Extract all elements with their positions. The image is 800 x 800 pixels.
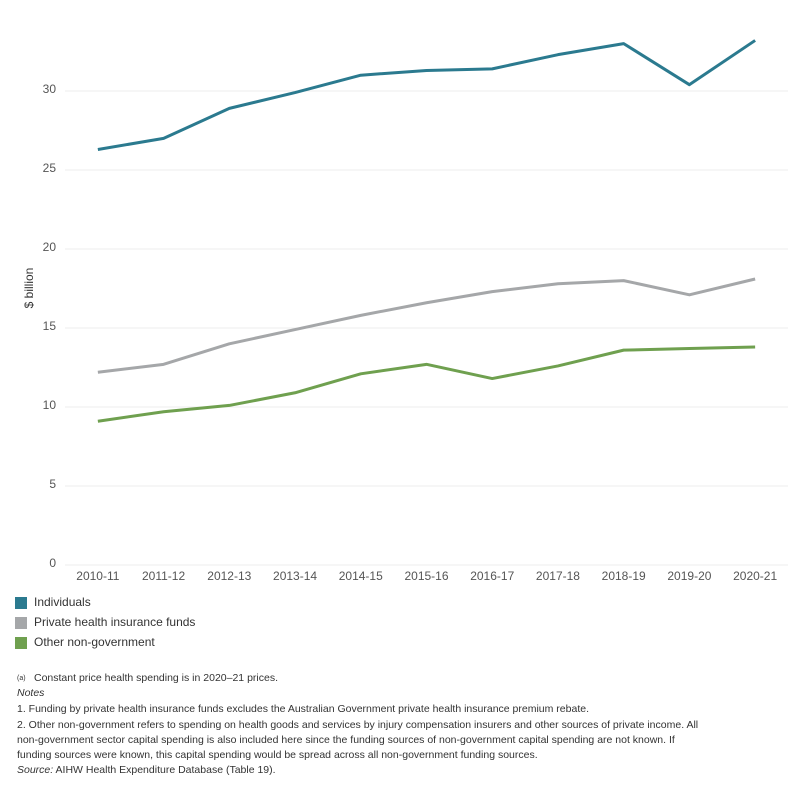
x-tick-label: 2019-20	[667, 569, 711, 583]
x-tick-label: 2012-13	[207, 569, 251, 583]
legend-swatch	[15, 637, 27, 649]
y-tick-label: 10	[43, 398, 57, 412]
source-text: AIHW Health Expenditure Database (Table …	[53, 764, 275, 776]
note: funding sources were known, this capital…	[17, 749, 538, 761]
legend-label: Individuals	[34, 595, 91, 609]
y-axis-label: $ billion	[22, 268, 36, 309]
x-tick-label: 2011-12	[142, 569, 185, 583]
note: 1. Funding by private health insurance f…	[17, 703, 589, 715]
x-tick-label: 2014-15	[339, 569, 383, 583]
x-tick-label: 2010-11	[76, 569, 119, 583]
series-line	[97, 39, 756, 151]
note: non-government sector capital spending i…	[17, 734, 675, 746]
y-tick-label: 30	[43, 82, 57, 96]
legend-swatch	[15, 597, 27, 609]
x-tick-label: 2013-14	[273, 569, 317, 583]
legend-label: Other non-government	[34, 635, 155, 649]
y-tick-label: 15	[43, 319, 57, 333]
notes-heading: Notes	[17, 687, 45, 699]
source: Source: AIHW Health Expenditure Database…	[17, 764, 276, 776]
x-tick-label: 2018-19	[602, 569, 646, 583]
legend-label: Private health insurance funds	[34, 615, 195, 629]
y-tick-label: 20	[43, 240, 57, 254]
x-tick-label: 2017-18	[536, 569, 580, 583]
y-tick-label: 0	[49, 556, 56, 570]
footnote-marker: (a)	[17, 675, 26, 682]
x-tick-label: 2016-17	[470, 569, 514, 583]
y-tick-label: 5	[49, 477, 56, 491]
x-tick-label: 2015-16	[404, 569, 448, 583]
y-tick-label: 25	[43, 161, 57, 175]
note: 2. Other non-government refers to spendi…	[17, 719, 698, 731]
footnote: Constant price health spending is in 202…	[34, 672, 278, 684]
series-line	[97, 277, 756, 374]
legend-swatch	[15, 617, 27, 629]
x-tick-label: 2020-21	[733, 569, 777, 583]
source-label: Source:	[17, 764, 53, 776]
series-line	[97, 345, 756, 423]
